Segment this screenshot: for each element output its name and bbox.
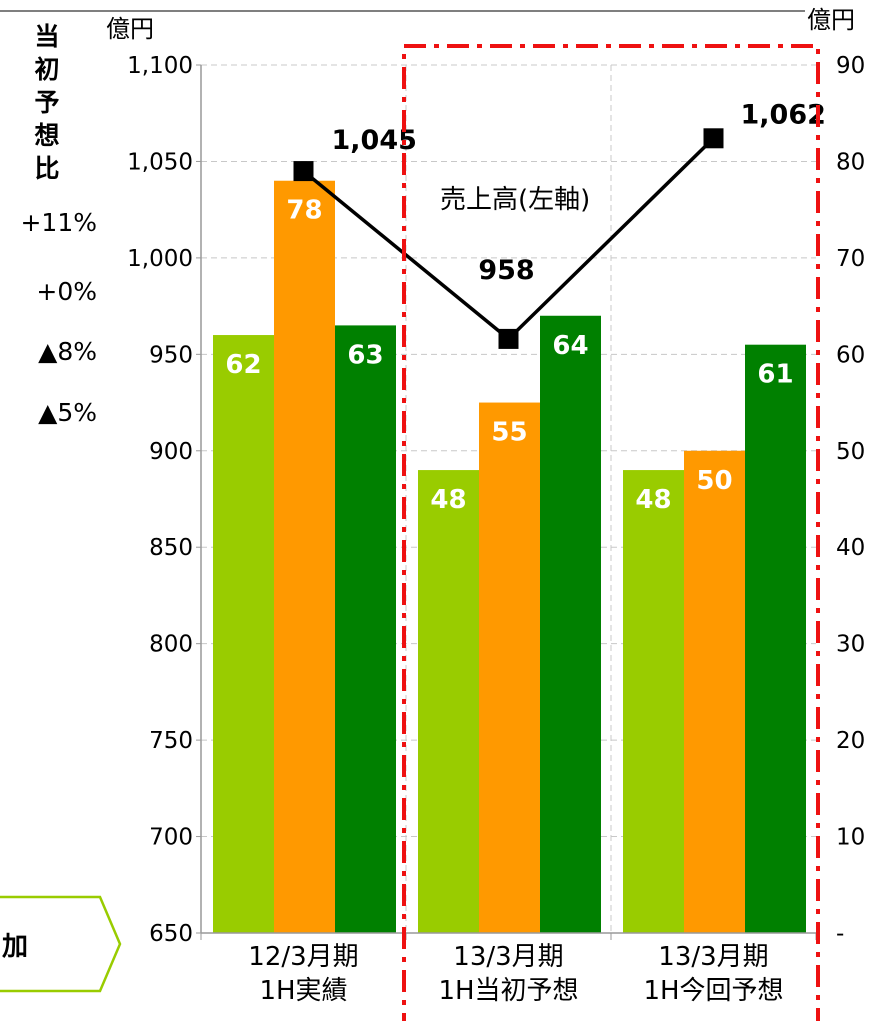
bar — [745, 344, 806, 933]
side-percent-item: +11% — [20, 208, 97, 237]
left-axis-tick-label: 700 — [149, 825, 193, 851]
category-label: 13/3月期 — [453, 942, 563, 972]
side-percent-item: ▲8% — [38, 337, 97, 366]
line-marker — [703, 128, 724, 149]
side-heading-char: 予 — [34, 88, 59, 117]
category-label: 1H当初予想 — [438, 976, 578, 1006]
left-axis-tick-label: 750 — [149, 728, 193, 754]
bar-value-label: 55 — [491, 418, 527, 448]
left-axis-tick-label: 1,000 — [127, 246, 193, 272]
bar-value-label: 48 — [430, 485, 466, 515]
right-axis-tick-label: 20 — [836, 728, 865, 754]
category-label: 12/3月期 — [248, 942, 358, 972]
right-axis-tick-label: 40 — [836, 535, 865, 561]
right-axis-unit: 億円 — [807, 6, 855, 34]
left-axis-tick-label: 850 — [149, 535, 193, 561]
right-axis-tick-label: 80 — [836, 149, 865, 175]
right-axis-tick-label: 90 — [836, 53, 865, 79]
line-marker — [498, 328, 519, 349]
left-axis-tick-label: 1,050 — [127, 149, 193, 175]
bar — [623, 470, 684, 933]
forecast-highlight-box — [402, 44, 820, 1025]
bar — [274, 180, 335, 933]
corner-tag: 加 — [0, 895, 122, 993]
left-axis-tick-label: 800 — [149, 632, 193, 658]
line-value-label: 1,062 — [741, 99, 826, 130]
bar — [479, 402, 540, 933]
bar-value-label: 61 — [757, 360, 793, 390]
bar-value-label: 64 — [552, 331, 588, 361]
side-percent-item: ▲5% — [38, 398, 97, 427]
right-axis-tick-label: - — [836, 921, 844, 947]
side-heading-char: 当 — [34, 22, 59, 51]
side-heading-char: 比 — [34, 154, 59, 183]
bar-value-label: 50 — [696, 466, 732, 496]
line-series — [302, 137, 715, 342]
bar — [213, 335, 274, 933]
left-axis-tick-label: 1,100 — [127, 53, 193, 79]
right-axis-tick-label: 50 — [836, 439, 865, 465]
side-heading-char: 想 — [34, 121, 59, 150]
bar-value-label: 48 — [635, 485, 671, 515]
side-panel: 当 初 予 想 比 +11% +0% ▲8% ▲5% — [20, 22, 97, 427]
corner-tag-shape — [0, 895, 122, 993]
right-axis-tick-label: 70 — [836, 246, 865, 272]
corner-tag-text: 加 — [2, 932, 28, 962]
left-axis-unit: 億円 — [106, 15, 154, 43]
category-label: 1H実績 — [259, 976, 347, 1006]
bar-value-label: 63 — [347, 340, 383, 370]
bar — [684, 450, 745, 933]
bar — [335, 325, 396, 933]
side-percent-item: +0% — [36, 277, 97, 306]
left-axis-tick-label: 900 — [149, 439, 193, 465]
line-series-name: 売上高(左軸) — [440, 185, 590, 215]
bar — [418, 470, 479, 933]
category-label: 1H今回予想 — [643, 976, 783, 1006]
line-value-label: 958 — [478, 255, 534, 286]
bar-value-label: 78 — [286, 196, 322, 226]
right-axis-tick-label: 30 — [836, 632, 865, 658]
side-heading-char: 初 — [34, 55, 59, 84]
left-axis-tick-label: 650 — [149, 921, 193, 947]
category-label: 13/3月期 — [658, 942, 768, 972]
bar — [540, 315, 601, 933]
left-axis-tick-label: 950 — [149, 342, 193, 368]
line-marker — [293, 161, 314, 182]
right-axis-tick-label: 60 — [836, 342, 865, 368]
bar-value-label: 62 — [225, 350, 261, 380]
right-axis-tick-label: 10 — [836, 825, 865, 851]
